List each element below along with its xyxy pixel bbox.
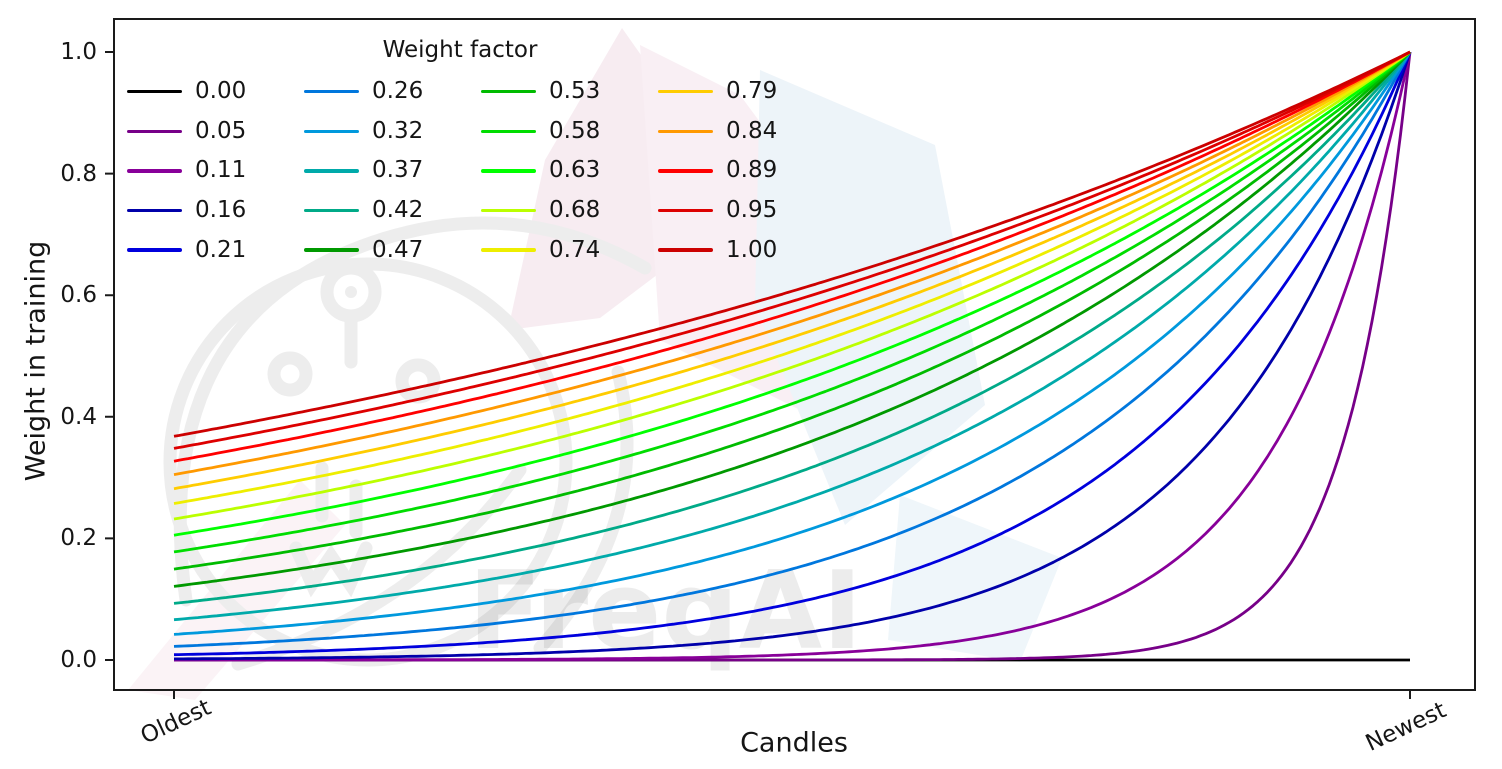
legend-line-swatch xyxy=(127,208,182,213)
legend-label: 0.63 xyxy=(549,157,601,184)
weight-curves xyxy=(173,50,1412,662)
legend-label: 0.84 xyxy=(726,117,778,144)
legend-line-swatch xyxy=(304,248,359,252)
legend-line-swatch xyxy=(127,248,182,252)
legend-title: Weight factor xyxy=(382,37,538,63)
legend-label: 0.32 xyxy=(372,117,424,144)
legend-item: 0.47 xyxy=(304,230,481,270)
legend-line-swatch xyxy=(658,248,713,252)
legend-line-swatch xyxy=(481,90,536,94)
y-tick-label: 0.8 xyxy=(60,160,97,187)
legend-item: 0.16 xyxy=(127,191,304,231)
legend-item: 0.95 xyxy=(658,191,835,231)
y-tick-label: 0.2 xyxy=(60,525,97,552)
legend-item: 0.63 xyxy=(481,151,658,191)
curve-factor-0.11 xyxy=(174,51,1412,662)
curve-factor-0.58 xyxy=(173,50,1411,554)
legend-entries: 0.00 0.05 0.11 0.16 0.21 0.26 0.32 0.37 0.42 0.47… xyxy=(127,72,835,270)
legend-line-swatch xyxy=(304,169,359,173)
axes-spines xyxy=(113,18,1476,691)
legend-label: 0.05 xyxy=(195,117,247,144)
legend-line-swatch xyxy=(481,248,536,252)
legend-label: 0.47 xyxy=(372,236,424,263)
y-tick-label: 0.6 xyxy=(60,282,97,309)
legend-item: 0.53 xyxy=(481,72,658,112)
legend-item: 0.00 xyxy=(127,72,304,112)
legend-label: 0.58 xyxy=(549,117,601,144)
legend-label: 0.74 xyxy=(549,236,601,263)
legend-item: 0.21 xyxy=(127,230,304,270)
legend-item: 0.84 xyxy=(658,112,835,152)
legend-line-swatch xyxy=(658,208,713,213)
y-tick-label: 0.0 xyxy=(60,647,97,673)
curve-factor-0.95 xyxy=(173,50,1411,450)
legend-line-swatch xyxy=(304,129,359,134)
curve-factor-0.42 xyxy=(173,51,1412,605)
watermark-robot-logo xyxy=(163,216,652,671)
legend-item: 0.89 xyxy=(658,151,835,191)
legend-label: 0.89 xyxy=(726,157,778,184)
legend-line-swatch xyxy=(304,208,359,213)
legend-item: 0.68 xyxy=(481,191,658,231)
legend-label: 0.95 xyxy=(726,197,778,224)
curve-factor-0.53 xyxy=(173,50,1411,571)
curve-factor-0.89 xyxy=(173,50,1411,463)
legend-line-swatch xyxy=(658,169,713,173)
legend-item: 0.74 xyxy=(481,230,658,270)
legend-label: 0.53 xyxy=(549,78,601,105)
legend-label: 0.68 xyxy=(549,197,601,224)
curve-factor-0.79 xyxy=(173,50,1411,491)
legend-line-swatch xyxy=(658,129,713,134)
legend-item: 0.32 xyxy=(304,112,481,152)
legend-label: 0.11 xyxy=(195,157,247,184)
legend-line-swatch xyxy=(481,129,536,134)
legend-label: 0.16 xyxy=(195,197,247,224)
y-axis-label: Weight in training xyxy=(20,240,52,482)
curve-factor-0.26 xyxy=(173,51,1412,648)
legend-item: 0.42 xyxy=(304,191,481,231)
legend-label: 0.79 xyxy=(726,78,778,105)
legend-label: 0.37 xyxy=(372,157,424,184)
legend-item: 0.26 xyxy=(304,72,481,112)
axis-tick-marks xyxy=(105,51,1411,699)
curve-factor-0.84 xyxy=(173,50,1411,476)
y-tick-label: 0.4 xyxy=(60,403,97,430)
curve-factor-0.74 xyxy=(173,50,1411,505)
legend-item: 1.00 xyxy=(658,230,835,270)
legend-label: 0.21 xyxy=(195,236,247,263)
y-tick-label: 1.0 xyxy=(60,39,97,65)
curve-factor-0.16 xyxy=(174,51,1412,661)
legend-label: 0.00 xyxy=(195,78,247,105)
curve-factor-0.68 xyxy=(173,50,1411,521)
curve-factor-0.21 xyxy=(173,51,1412,657)
legend-label: 0.42 xyxy=(372,197,424,224)
legend-line-swatch xyxy=(481,169,536,173)
legend-line-swatch xyxy=(127,169,182,173)
legend-item: 0.37 xyxy=(304,151,481,191)
curve-factor-0.63 xyxy=(173,50,1411,537)
legend-item: 0.58 xyxy=(481,112,658,152)
legend-label: 0.26 xyxy=(372,78,424,105)
legend-line-swatch xyxy=(304,90,359,94)
legend-label: 1.00 xyxy=(726,236,778,263)
legend-line-swatch xyxy=(481,208,536,213)
watermark-antenna-dot xyxy=(345,286,357,298)
legend-item: 0.05 xyxy=(127,112,304,152)
legend-line-swatch xyxy=(658,90,713,94)
curve-factor-0.37 xyxy=(173,51,1412,622)
legend-line-swatch xyxy=(127,129,182,134)
legend-line-swatch xyxy=(127,90,182,94)
legend-item: 0.11 xyxy=(127,151,304,191)
curve-factor-0.47 xyxy=(173,51,1412,588)
curve-factor-0.32 xyxy=(173,51,1412,636)
legend-item: 0.79 xyxy=(658,72,835,112)
curve-factor-1.00 xyxy=(173,50,1411,438)
x-axis-label: Candles xyxy=(740,727,848,759)
